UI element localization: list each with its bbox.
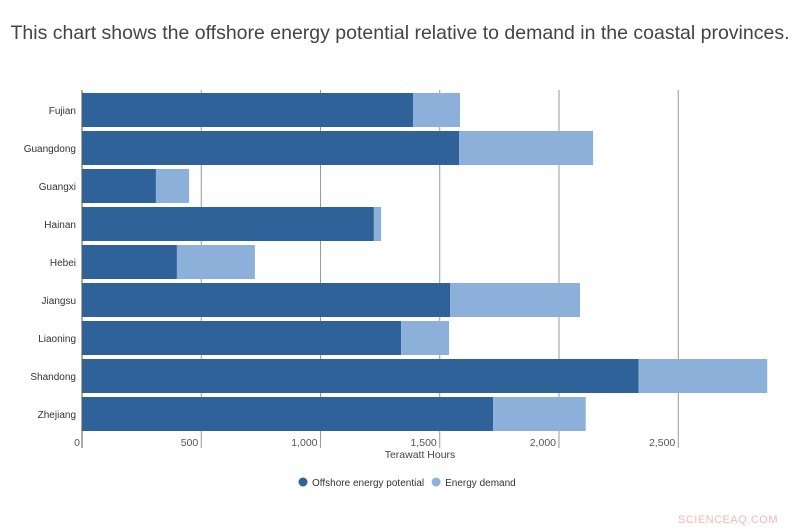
y-tick-label: Hebei [50, 258, 76, 269]
legend-marker [431, 477, 441, 487]
legend-label: Offshore energy potential [312, 478, 424, 489]
legend-marker [298, 477, 308, 487]
x-tick-label: 2,000 [530, 437, 556, 449]
y-tick-label: Guangdong [24, 144, 76, 155]
bar-energy-demand [638, 359, 768, 393]
legend-label: Energy demand [445, 478, 516, 489]
watermark: SCIENCEAQ.COM [677, 514, 778, 526]
x-tick-label: 2,500 [649, 437, 675, 449]
bar-offshore-energy-potential [82, 321, 402, 355]
y-tick-label: Shandong [30, 372, 76, 383]
bar-energy-demand [401, 321, 450, 355]
y-tick-label: Zhejiang [38, 410, 76, 421]
bar-offshore-energy-potential [82, 169, 156, 203]
y-tick-label: Jiangsu [42, 296, 76, 307]
bar-energy-demand [493, 397, 586, 431]
x-tick-label: 1,000 [291, 437, 317, 449]
bar-energy-demand [413, 93, 461, 127]
bar-offshore-energy-potential [82, 207, 374, 241]
x-tick-label: 0 [74, 437, 80, 449]
y-tick-label: Liaoning [38, 334, 76, 345]
x-tick-label: 500 [181, 437, 199, 449]
bar-offshore-energy-potential [82, 397, 494, 431]
x-tick-label: 1,500 [410, 437, 436, 449]
bar-offshore-energy-potential [82, 245, 177, 279]
bar-energy-demand [459, 131, 594, 165]
y-tick-label: Guangxi [39, 182, 76, 193]
bar-energy-demand [450, 283, 580, 317]
bar-energy-demand [373, 207, 382, 241]
bar-offshore-energy-potential [82, 93, 414, 127]
y-tick-label: Fujian [49, 106, 76, 117]
bar-offshore-energy-potential [82, 359, 639, 393]
chart-title: This chart shows the offshore energy pot… [10, 22, 790, 44]
bar-energy-demand [155, 169, 190, 203]
bar-offshore-energy-potential [82, 131, 460, 165]
y-tick-label: Hainan [44, 220, 76, 231]
x-axis-label: Terawatt Hours [385, 449, 456, 461]
bar-energy-demand [176, 245, 255, 279]
bar-offshore-energy-potential [82, 283, 451, 317]
